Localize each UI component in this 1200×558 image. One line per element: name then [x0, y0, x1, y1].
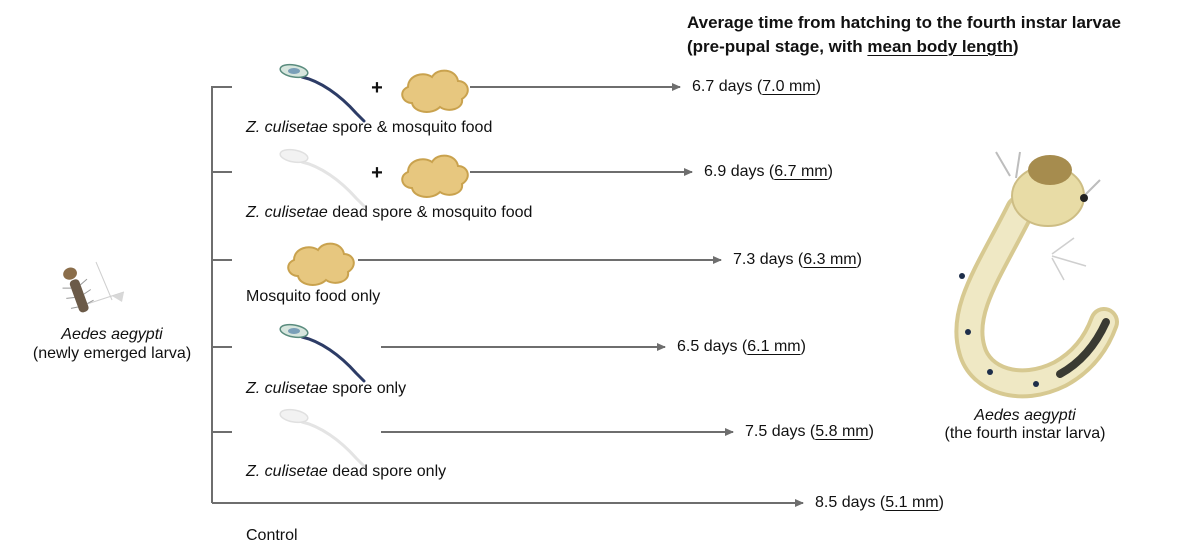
outcome-length: 7.0 mm	[762, 78, 816, 95]
treatment-label: Z. culisetae dead spore & mosquito food	[246, 203, 532, 222]
mosquito-food-icon	[401, 69, 469, 113]
outcome-length: 5.1 mm	[885, 494, 939, 511]
treatment-description: spore & mosquito food	[327, 119, 493, 136]
outcome-days: 6.5 days (	[677, 338, 748, 355]
spore-icon	[279, 323, 366, 383]
fourth-instar-larva-icon	[954, 151, 1119, 399]
title-underlined-text: mean body length	[867, 37, 1013, 56]
outcome-days: 6.9 days (	[704, 163, 775, 180]
treatment-label: Control	[246, 526, 298, 545]
outcome-label: 7.5 days (5.8 mm)	[745, 423, 874, 440]
outcome-days: 7.3 days (	[733, 251, 804, 268]
treatment-description: spore only	[327, 380, 407, 397]
newly-emerged-larva-icon	[62, 261, 125, 313]
outcome-label: 7.3 days (6.3 mm)	[733, 251, 862, 268]
treatment-description: dead spore & mosquito food	[327, 204, 533, 221]
dead-spore-icon	[279, 408, 366, 468]
start-larva-species: Aedes aegypti	[61, 326, 163, 343]
title-prefix: (pre-pupal stage, with	[687, 37, 868, 56]
chart-title-line1: Average time from hatching to the fourth…	[687, 13, 1121, 32]
treatment-label: Mosquito food only	[246, 287, 380, 306]
outcome-label: 6.9 days (6.7 mm)	[704, 163, 833, 180]
species-name: Z. culisetae	[246, 204, 328, 221]
plus-sign: +	[371, 162, 383, 184]
spore-icon	[279, 63, 366, 123]
species-name: Z. culisetae	[246, 380, 328, 397]
mosquito-food-icon	[287, 242, 355, 286]
start-larva-stage: (newly emerged larva)	[32, 345, 192, 362]
treatment-label: Z. culisetae spore only	[246, 379, 406, 398]
branch-tree	[211, 86, 232, 503]
outcome-length: 6.7 mm	[774, 163, 828, 180]
outcome-days: 6.7 days (	[692, 78, 763, 95]
treatment-branches: ++	[212, 63, 804, 507]
outcome-days: 7.5 days (	[745, 423, 816, 440]
outcome-label: 8.5 days (5.1 mm)	[815, 494, 944, 511]
species-name: Z. culisetae	[246, 119, 328, 136]
title-suffix: )	[1012, 37, 1019, 56]
dead-spore-icon	[279, 148, 366, 208]
plus-sign: +	[371, 77, 383, 99]
outcome-label: 6.7 days (7.0 mm)	[692, 78, 821, 95]
species-name: Z. culisetae	[246, 463, 328, 480]
treatment-label: Z. culisetae dead spore only	[246, 462, 446, 481]
end-larva-species: Aedes aegypti	[974, 407, 1076, 424]
treatment-description: dead spore only	[327, 463, 447, 480]
treatment-label: Z. culisetae spore & mosquito food	[246, 118, 492, 137]
mosquito-food-icon	[401, 154, 469, 198]
outcome-length: 6.1 mm	[747, 338, 801, 355]
outcome-length: 6.3 mm	[803, 251, 857, 268]
treatment-description: Mosquito food only	[246, 288, 381, 305]
chart-title-line2: (pre-pupal stage, with mean body length)	[687, 37, 1019, 56]
outcome-length: 5.8 mm	[815, 423, 869, 440]
outcome-days: 8.5 days (	[815, 494, 886, 511]
treatment-description: Control	[246, 527, 298, 544]
end-larva-stage: (the fourth instar larva)	[944, 425, 1106, 442]
outcome-label: 6.5 days (6.1 mm)	[677, 338, 806, 355]
